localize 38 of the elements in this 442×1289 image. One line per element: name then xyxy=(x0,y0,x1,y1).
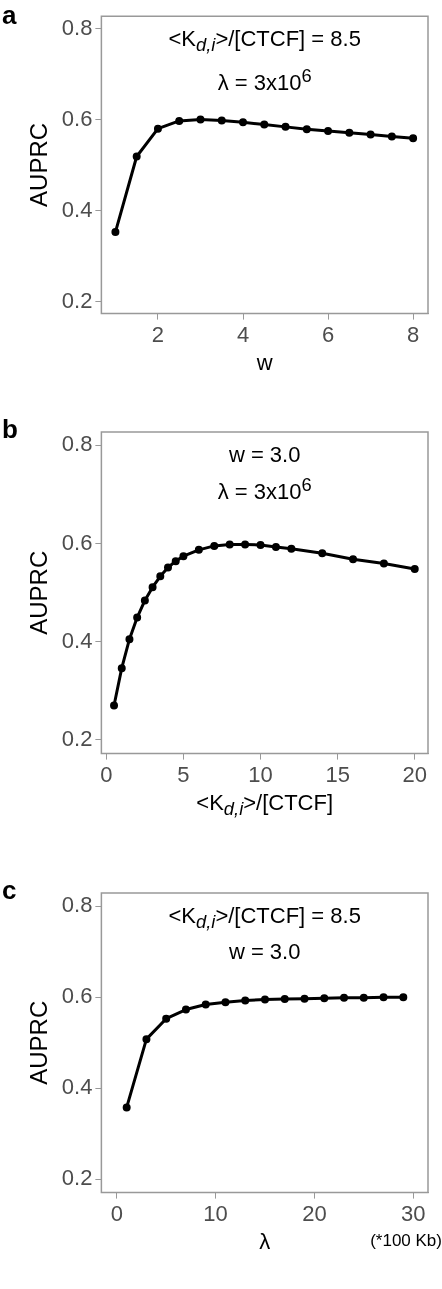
x-tick-label: 30 xyxy=(400,1200,426,1226)
y-tick-label: 0.6 xyxy=(61,105,93,131)
chart-title: b xyxy=(2,414,18,445)
y-tick-label: 0.8 xyxy=(61,892,93,918)
x-tick-label: 2 xyxy=(151,321,165,347)
y-tick-label: 0.4 xyxy=(61,627,93,653)
text: <K$_{d,i}$>/[CTCF] = 8.5 λ = 3x10$^{6}$ xyxy=(167,25,362,97)
text: w = 3.0 λ = 3x10$^{6}$ xyxy=(216,441,313,507)
x-tick-label: 20 xyxy=(402,761,427,787)
text: (*100 Kb) xyxy=(370,1230,442,1251)
y-tick-label: 0.8 xyxy=(61,14,93,40)
x-tick-label: 10 xyxy=(203,1200,228,1226)
x-axis-title: λ xyxy=(259,1228,271,1254)
chart-title: c xyxy=(2,875,17,906)
y-tick-label: 0.6 xyxy=(61,983,93,1009)
x-tick-label: 5 xyxy=(177,761,190,787)
y-tick-label: 0.8 xyxy=(61,431,93,457)
y-axis-title: AUPRC xyxy=(25,122,53,207)
x-axis-title: w xyxy=(255,349,274,376)
y-axis-title: AUPRC xyxy=(25,1000,53,1085)
y-tick-label: 0.4 xyxy=(61,1074,93,1100)
chart-title: a xyxy=(2,0,17,31)
x-tick-label: 15 xyxy=(325,761,350,787)
text: <K$_{d,i}$>/[CTCF] = 8.5 w = 3.0 xyxy=(167,902,362,967)
x-tick-label: 20 xyxy=(302,1200,327,1226)
x-axis-title: <K$_{d,i}$>/[CTCF] xyxy=(195,789,335,820)
y-axis-title: AUPRC xyxy=(25,550,53,635)
y-tick-label: 0.6 xyxy=(61,529,93,555)
x-tick-label: 10 xyxy=(248,761,273,787)
x-tick-label: 0 xyxy=(110,1200,123,1226)
x-tick-label: 8 xyxy=(406,321,420,347)
y-tick-label: 0.2 xyxy=(61,1165,93,1191)
y-tick-label: 0.2 xyxy=(61,287,93,313)
y-tick-label: 0.4 xyxy=(61,196,93,222)
x-tick-label: 6 xyxy=(321,321,335,347)
y-tick-label: 0.2 xyxy=(61,725,93,751)
x-tick-label: 0 xyxy=(100,761,113,787)
x-tick-label: 4 xyxy=(236,321,250,347)
